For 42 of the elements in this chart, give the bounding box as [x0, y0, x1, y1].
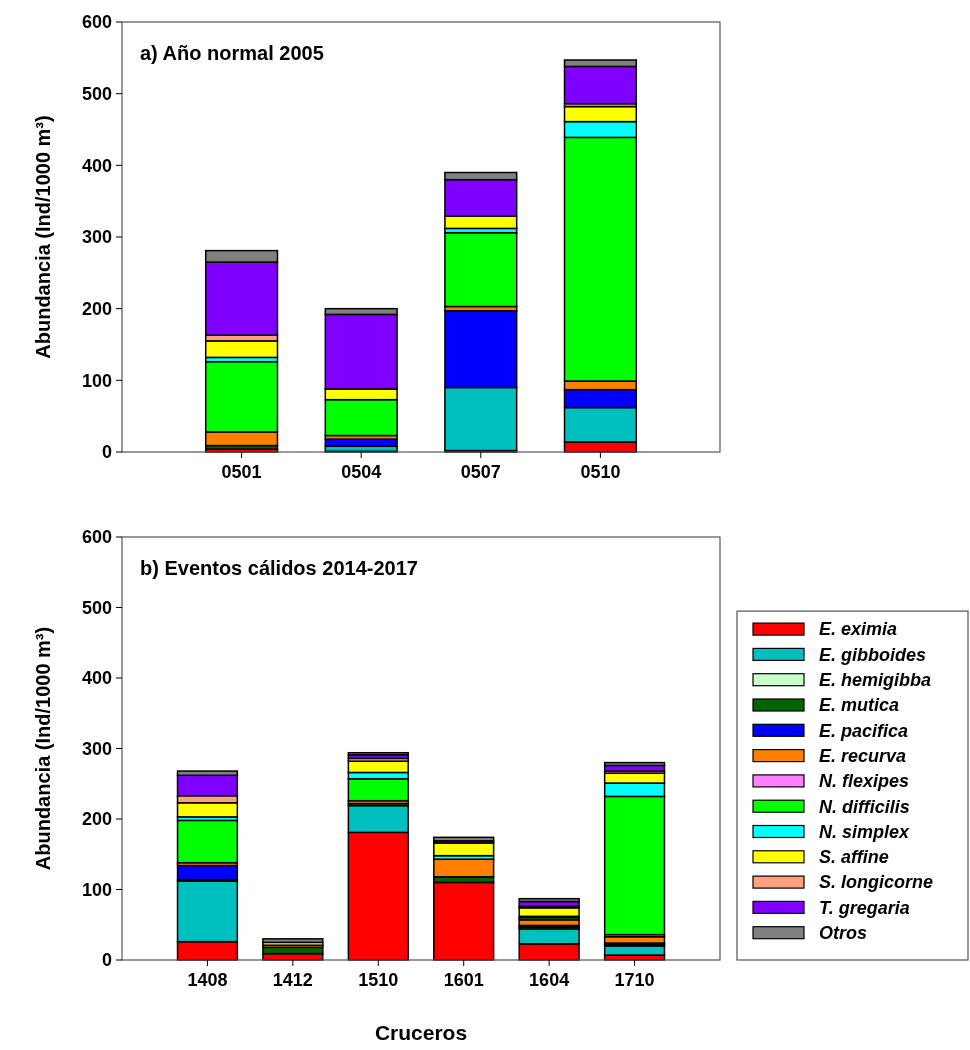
x-tick-label: 0507	[460, 462, 501, 482]
legend-label: E. eximia	[819, 619, 898, 640]
y-tick-label: 100	[81, 370, 112, 391]
legend-label: E. hemigibba	[819, 670, 932, 690]
x-tick-label: 0504	[341, 462, 382, 482]
y-tick-label: 600	[81, 12, 112, 33]
legend-label: S. affine	[819, 847, 889, 868]
y-tick-label: 100	[81, 879, 112, 900]
legend-label: E. mutica	[819, 695, 900, 716]
x-tick-label: 1710	[614, 970, 655, 990]
x-tick-label: 1408	[187, 970, 228, 990]
y-tick-label: 300	[81, 227, 112, 248]
y-tick-label: 600	[81, 527, 112, 548]
text: b) Eventos cálidos 2014-2017	[140, 557, 418, 579]
legend-label: E. pacifica	[819, 720, 909, 741]
legend-label: E. recurva	[819, 745, 907, 766]
y-axis-title: Abundancia (Ind/1000 m³)	[32, 626, 54, 871]
legend-label: N. flexipes	[819, 771, 910, 792]
x-axis-title: Cruceros	[374, 1021, 468, 1044]
y-axis-title: Abundancia (Ind/1000 m³)	[32, 115, 54, 359]
y-tick-label: 400	[81, 155, 112, 176]
x-tick-label: 0510	[580, 462, 621, 482]
legend-label: Otros	[819, 923, 868, 943]
y-tick-label: 500	[81, 597, 112, 618]
legend-label: S. longicorne	[819, 872, 934, 893]
y-tick-label: 300	[81, 738, 112, 759]
text: a) Año normal 2005	[140, 42, 324, 64]
y-tick-label: 200	[81, 298, 112, 319]
y-tick-label: 0	[101, 442, 112, 463]
x-tick-label: 1601	[443, 970, 484, 990]
x-tick-label: 1510	[358, 970, 399, 990]
x-tick-label: 0501	[221, 462, 262, 482]
x-tick-label: 1604	[529, 970, 570, 990]
y-tick-label: 0	[101, 950, 112, 971]
legend-label: N. simplex	[819, 821, 911, 842]
x-tick-label: 1412	[272, 970, 313, 990]
legend-label: E. gibboides	[819, 644, 927, 665]
legend-label: T. gregaria	[819, 897, 910, 918]
legend-label: N. difficilis	[819, 796, 910, 817]
y-tick-label: 400	[81, 668, 112, 689]
y-tick-label: 500	[81, 83, 112, 104]
y-tick-label: 200	[81, 809, 112, 830]
